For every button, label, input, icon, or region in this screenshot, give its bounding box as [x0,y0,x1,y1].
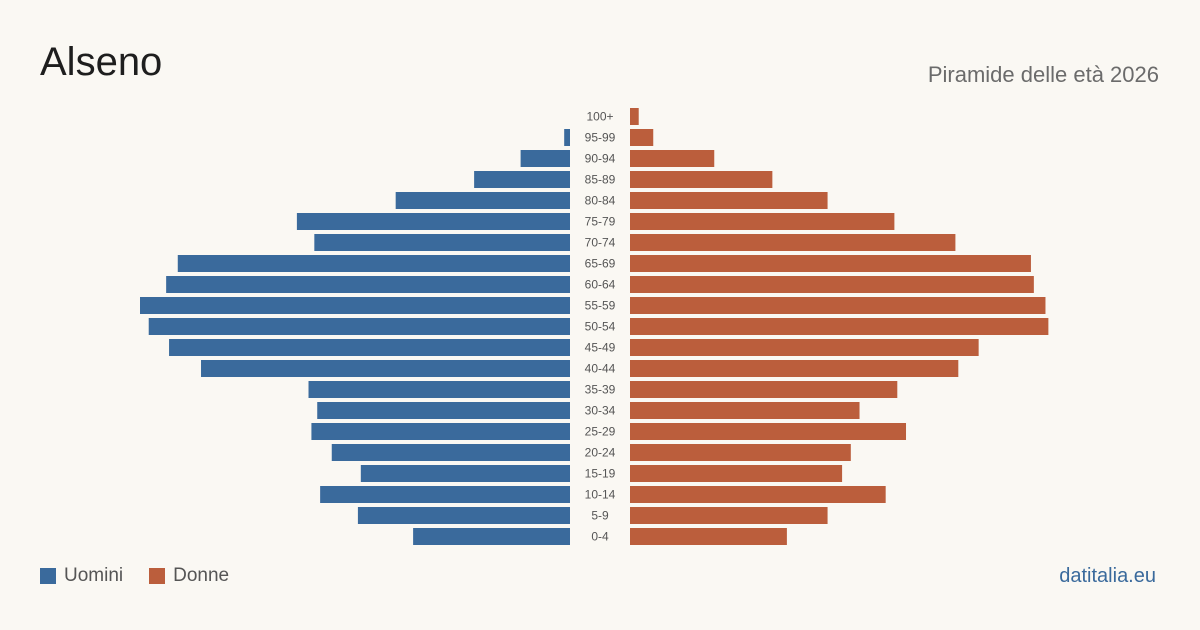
bar-female-20-24 [630,444,851,461]
bar-female-65-69 [630,255,1031,272]
bar-male-0-4 [413,528,570,545]
age-label-55-59: 55-59 [585,299,616,313]
bar-male-70-74 [314,234,570,251]
source-link[interactable]: datitalia.eu [1059,565,1156,587]
bar-female-90-94 [630,150,715,167]
bar-female-100+ [630,108,639,125]
legend-label-female: Donne [173,565,230,586]
legend-label-male: Uomini [64,565,124,586]
bar-female-60-64 [630,276,1034,293]
bar-female-15-19 [630,465,843,482]
bar-male-5-9 [357,507,570,524]
legend-swatch-female [149,567,166,584]
bar-female-10-14 [630,486,886,503]
bar-female-5-9 [630,507,828,524]
age-label-80-84: 80-84 [585,194,616,208]
chart-subtitle: Piramide delle età 2026 [927,62,1159,87]
bar-female-40-44 [630,360,959,377]
legend: Uomini Donne [40,566,255,585]
bar-male-50-54 [148,318,570,335]
legend-swatch-male [40,567,56,584]
bar-female-75-79 [630,213,895,230]
bar-female-80-84 [630,192,828,209]
bar-female-30-34 [630,402,860,419]
bar-male-25-29 [311,423,570,440]
age-label-45-49: 45-49 [585,341,616,355]
bar-male-60-64 [166,276,570,293]
bar-male-80-84 [395,192,570,209]
bar-male-75-79 [296,213,570,230]
age-label-20-24: 20-24 [585,446,616,460]
bar-female-55-59 [630,297,1046,314]
bar-male-45-49 [169,339,570,356]
bar-female-25-29 [630,423,907,440]
age-label-5-9: 5-9 [591,509,609,523]
age-label-95-99: 95-99 [585,131,616,145]
age-label-90-94: 90-94 [585,152,616,166]
bar-male-85-89 [474,171,570,188]
age-label-70-74: 70-74 [585,236,616,250]
legend-item-female: Donne [149,566,229,585]
age-label-40-44: 40-44 [585,362,616,376]
legend-item-male: Uomini [40,566,123,585]
age-label-50-54: 50-54 [585,320,616,334]
bar-male-95-99 [564,129,570,146]
bar-female-0-4 [630,528,787,545]
bar-male-55-59 [140,297,570,314]
age-label-100+: 100+ [586,110,613,124]
bar-female-50-54 [630,318,1049,335]
bar-male-65-69 [177,255,570,272]
age-label-75-79: 75-79 [585,215,616,229]
age-label-10-14: 10-14 [585,488,616,502]
age-label-35-39: 35-39 [585,383,616,397]
bar-female-70-74 [630,234,956,251]
bar-male-35-39 [308,381,570,398]
age-label-60-64: 60-64 [585,278,616,292]
bar-female-35-39 [630,381,898,398]
age-label-65-69: 65-69 [585,257,616,271]
bar-female-45-49 [630,339,979,356]
bar-male-20-24 [331,444,570,461]
bar-male-10-14 [320,486,570,503]
age-label-30-34: 30-34 [585,404,616,418]
bar-male-40-44 [201,360,570,377]
bar-male-90-94 [520,150,570,167]
bar-male-15-19 [360,465,570,482]
bar-female-85-89 [630,171,773,188]
age-label-15-19: 15-19 [585,467,616,481]
age-label-85-89: 85-89 [585,173,616,187]
chart-title: Alseno [40,40,163,84]
bar-male-30-34 [317,402,570,419]
age-label-0-4: 0-4 [591,530,609,544]
bar-female-95-99 [630,129,654,146]
age-label-25-29: 25-29 [585,425,616,439]
